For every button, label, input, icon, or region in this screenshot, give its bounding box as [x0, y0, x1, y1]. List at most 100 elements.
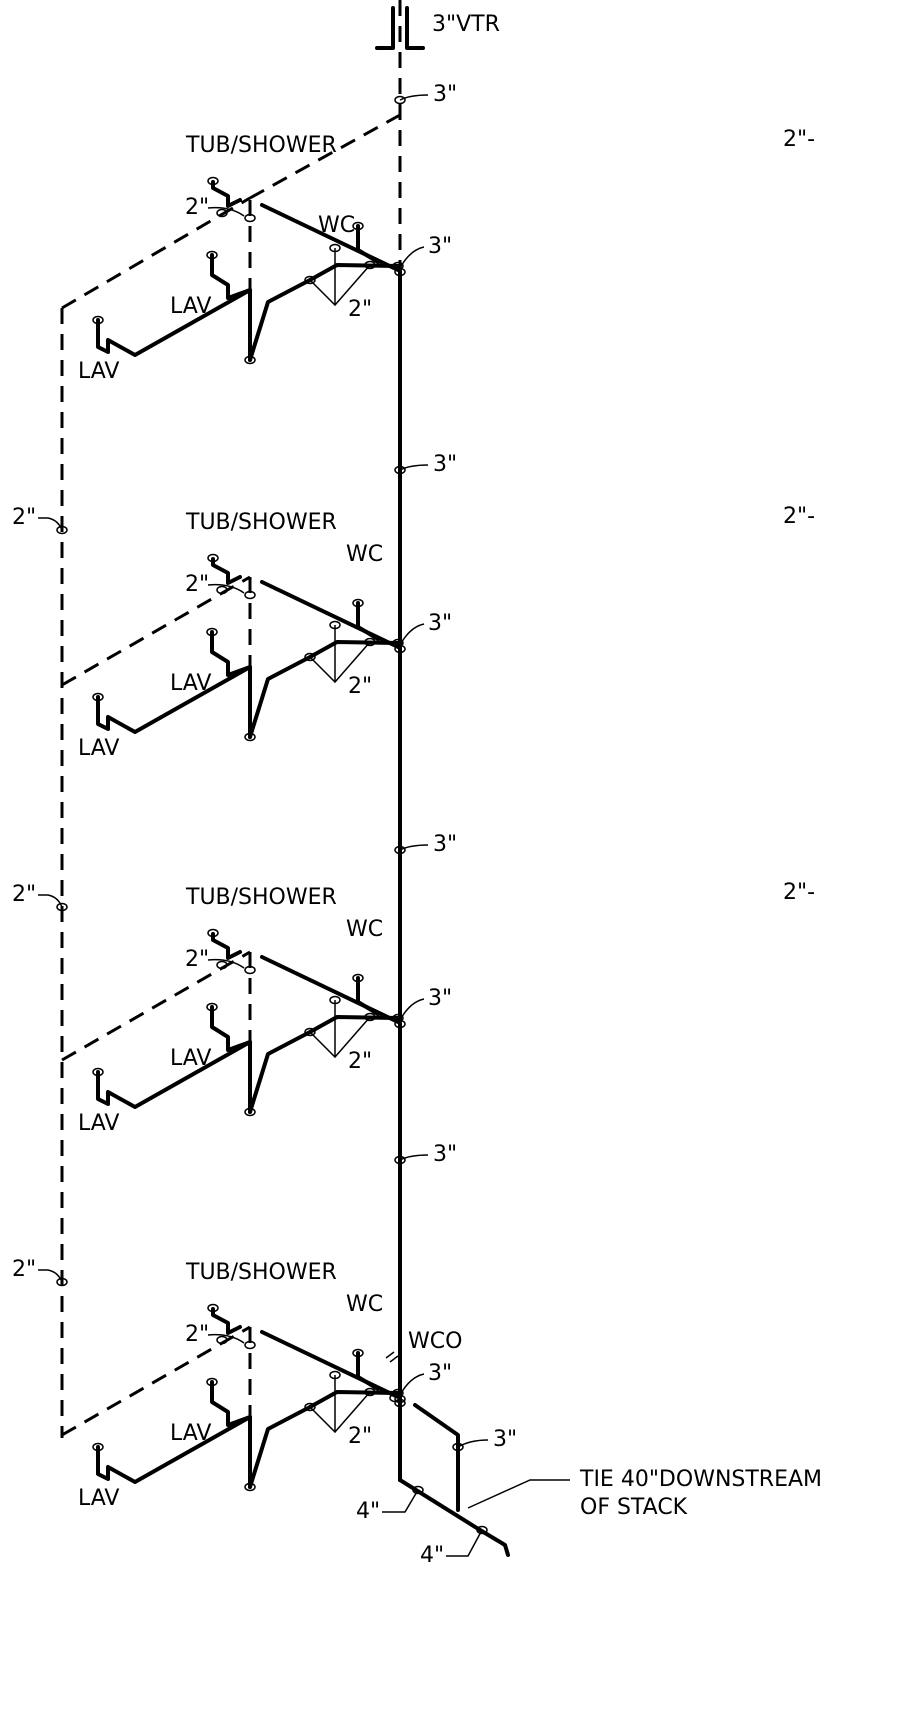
house-drain — [398, 1478, 510, 1557]
leader — [207, 958, 245, 969]
fitting — [352, 221, 364, 231]
leader — [399, 1154, 429, 1161]
fitting — [394, 1155, 406, 1165]
fixture-label: TUB/SHOWER — [185, 885, 337, 910]
fitting — [206, 627, 218, 637]
fitting — [352, 1348, 364, 1358]
fitting — [394, 267, 406, 277]
fitting — [394, 1398, 406, 1408]
size-label: 4" — [420, 1543, 444, 1568]
size-label: 3" — [428, 234, 452, 259]
leader — [399, 998, 425, 1021]
lav-branch — [96, 1040, 252, 1109]
wc-riser — [356, 601, 380, 641]
vtr-flashing — [375, 6, 395, 50]
fitting — [329, 243, 341, 253]
fixture-label: LAV — [170, 1421, 211, 1446]
leader — [38, 894, 63, 908]
fixture-label: LAV — [78, 736, 119, 761]
fitting — [329, 995, 341, 1005]
size-label: 3" — [428, 986, 452, 1011]
wc-fitting — [309, 641, 371, 684]
size-label: 3" — [433, 1142, 457, 1167]
fitting — [394, 1394, 406, 1404]
wc-riser — [356, 976, 380, 1016]
leader — [382, 1489, 419, 1513]
note: OF STACK — [580, 1495, 688, 1520]
leader — [399, 623, 425, 646]
leader — [399, 94, 429, 101]
fixture-label: LAV — [170, 294, 211, 319]
size-label: 2"- — [783, 504, 815, 529]
size-label: 2" — [12, 882, 36, 907]
fitting — [207, 1303, 219, 1313]
size-label: 3" — [428, 1361, 452, 1386]
size-label: 3" — [433, 82, 457, 107]
fixture-label: WC — [346, 542, 383, 567]
fixture-label: WC — [318, 213, 355, 238]
note-leader — [467, 1479, 570, 1509]
fitting — [92, 692, 104, 702]
fitting — [392, 1388, 404, 1398]
wc-fitting — [309, 1016, 371, 1059]
size-label: 2" — [185, 947, 209, 972]
lav-trap — [210, 253, 252, 300]
building-drain — [413, 1403, 460, 1512]
fitting — [216, 585, 228, 595]
fitting — [244, 965, 256, 975]
fitting — [216, 960, 228, 970]
wc-fitting — [309, 1391, 371, 1434]
fixture-label: TUB/SHOWER — [185, 510, 337, 535]
lav-trap — [210, 630, 252, 677]
size-label: 2"- — [783, 880, 815, 905]
leader — [399, 1373, 425, 1396]
leader — [399, 844, 429, 851]
size-label: 2" — [348, 1049, 372, 1074]
fitting — [207, 176, 219, 186]
note: TIE 40"DOWNSTREAM — [579, 1467, 822, 1492]
tub-trap — [211, 557, 242, 585]
size-label: 2" — [185, 572, 209, 597]
fitting — [394, 95, 406, 105]
fitting — [244, 355, 256, 365]
size-label: 2" — [12, 505, 36, 530]
fitting — [364, 637, 376, 647]
top-vent — [249, 113, 401, 200]
fitting — [394, 644, 406, 654]
size-label: 3" — [433, 452, 457, 477]
fixture-label: LAV — [170, 1046, 211, 1071]
wc-branch — [248, 1390, 400, 1489]
fixture-label: TUB/SHOWER — [185, 133, 337, 158]
fixture-label: LAV — [78, 1111, 119, 1136]
size-label: 3" — [433, 832, 457, 857]
lav-branch — [96, 288, 252, 357]
fixture-label: TUB/SHOWER — [185, 1260, 337, 1285]
leader — [207, 1333, 245, 1344]
fitting — [207, 553, 219, 563]
fitting — [244, 732, 256, 742]
wc-branch — [248, 640, 400, 739]
fitting — [244, 590, 256, 600]
fixture-label: WC — [346, 917, 383, 942]
leader — [38, 517, 63, 531]
fitting — [392, 261, 404, 271]
lav-trap — [210, 1005, 252, 1052]
size-label: 2" — [185, 195, 209, 220]
wc-branch — [248, 1015, 400, 1114]
floor-vent — [61, 950, 251, 1062]
fixture-label: LAV — [78, 359, 119, 384]
lav-branch — [96, 1415, 252, 1484]
leader — [207, 206, 245, 217]
leader — [399, 246, 425, 269]
fitting — [56, 902, 68, 912]
lav-trap — [210, 1380, 252, 1427]
fitting — [304, 1027, 316, 1037]
vtr-label: 3"VTR — [432, 12, 500, 37]
leader — [446, 1529, 483, 1557]
wco-mark — [385, 1351, 395, 1359]
fixture-label: LAV — [170, 671, 211, 696]
size-label: 4" — [356, 1499, 380, 1524]
vtr-flashing — [405, 6, 425, 50]
fitting — [329, 1370, 341, 1380]
